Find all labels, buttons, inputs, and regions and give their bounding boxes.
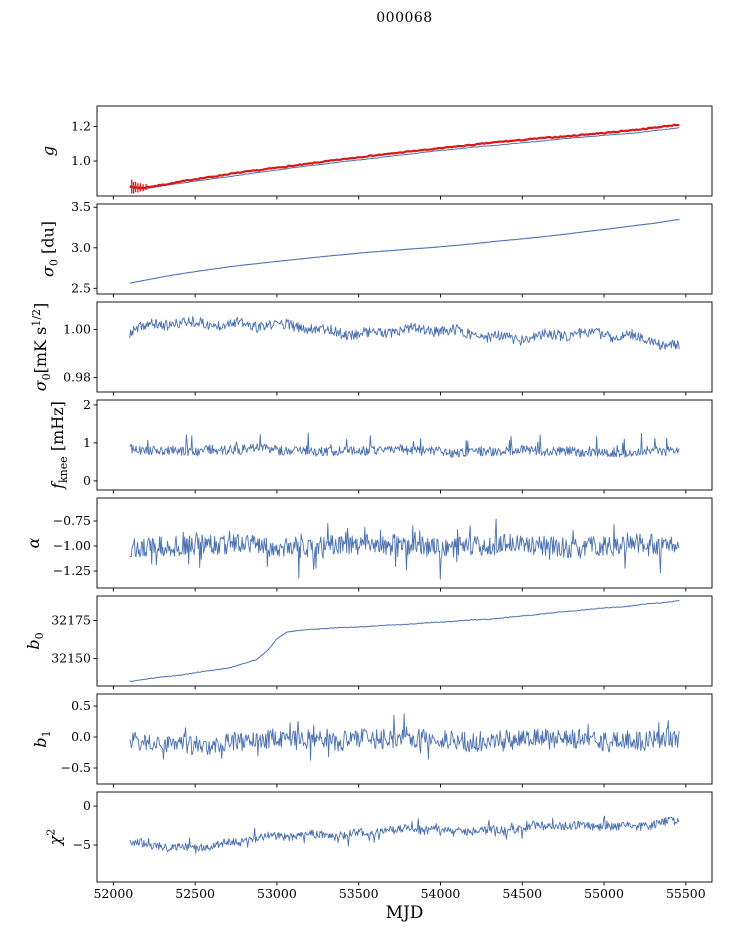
- svg-text:σ0[mK s1/2]: σ0[mK s1/2]: [30, 303, 53, 392]
- svg-text:0.0: 0.0: [71, 729, 91, 744]
- svg-text:0: 0: [83, 473, 91, 488]
- svg-text:−0.5: −0.5: [61, 760, 91, 775]
- svg-text:0.98: 0.98: [63, 370, 91, 385]
- svg-text:55000: 55000: [584, 886, 624, 901]
- svg-text:χ2: χ2: [45, 829, 65, 847]
- svg-text:54500: 54500: [502, 886, 542, 901]
- svg-text:2: 2: [83, 397, 91, 412]
- svg-text:σ0 [du]: σ0 [du]: [38, 221, 60, 277]
- svg-text:−1.00: −1.00: [53, 538, 91, 553]
- svg-text:1.2: 1.2: [71, 118, 91, 133]
- svg-text:3.0: 3.0: [71, 240, 91, 255]
- svg-text:b0: b0: [24, 632, 46, 649]
- svg-text:0.5: 0.5: [71, 698, 91, 713]
- svg-text:52000: 52000: [93, 886, 133, 901]
- svg-text:1.00: 1.00: [63, 322, 91, 337]
- svg-text:54000: 54000: [421, 886, 461, 901]
- svg-text:−5: −5: [73, 837, 91, 852]
- svg-text:3.5: 3.5: [71, 199, 91, 214]
- svg-text:g: g: [38, 146, 57, 156]
- chart-title: 000068: [376, 10, 433, 26]
- svg-text:α: α: [24, 537, 43, 548]
- svg-text:−0.75: −0.75: [53, 513, 91, 528]
- svg-text:52500: 52500: [175, 886, 215, 901]
- svg-text:32175: 32175: [51, 612, 91, 627]
- svg-text:53500: 53500: [339, 886, 379, 901]
- svg-text:53000: 53000: [257, 886, 297, 901]
- svg-text:55500: 55500: [666, 886, 706, 901]
- svg-text:1.0: 1.0: [71, 153, 91, 168]
- svg-text:0: 0: [83, 798, 91, 813]
- x-axis-label: MJD: [385, 903, 424, 923]
- svg-text:−1.25: −1.25: [53, 563, 91, 578]
- svg-text:b1: b1: [31, 730, 53, 747]
- svg-text:32150: 32150: [51, 651, 91, 666]
- svg-text:fknee [mHz]: fknee [mHz]: [48, 401, 70, 490]
- svg-text:1: 1: [83, 435, 91, 450]
- svg-text:2.5: 2.5: [71, 280, 91, 295]
